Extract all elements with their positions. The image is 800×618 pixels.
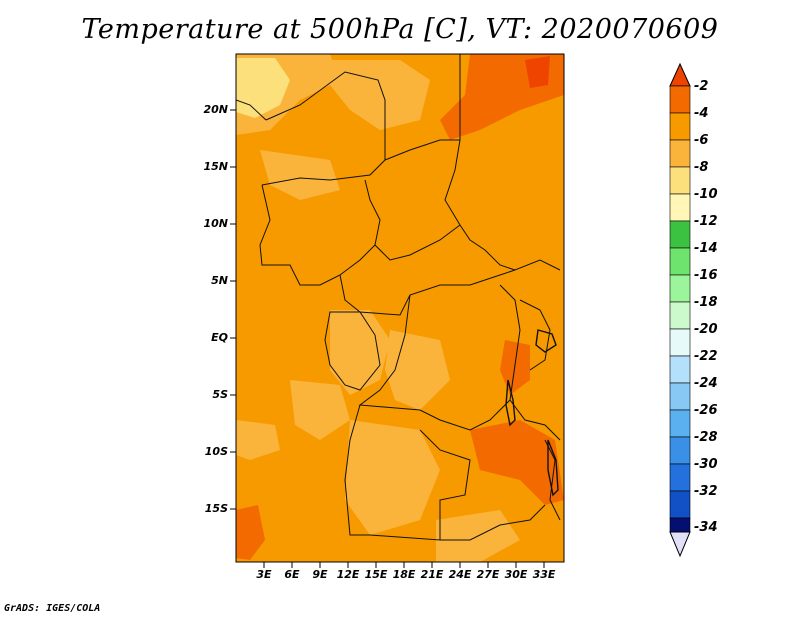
border-mali-niger — [261, 71, 386, 186]
colorbar-swatch — [669, 382, 691, 411]
border-uganda — [519, 299, 551, 371]
lat-label: 20N — [203, 103, 228, 116]
lake-tanganyika — [505, 379, 516, 427]
colorbar-swatch — [669, 166, 691, 195]
lat-label: 10N — [203, 217, 228, 230]
colorbar-label: -24 — [694, 376, 718, 391]
field-cool-ocean — [290, 380, 350, 440]
colorbar-label: -2 — [694, 79, 709, 94]
border-car-north — [374, 224, 461, 261]
border-zambia-south — [440, 504, 546, 541]
lon-label: 18E — [392, 568, 416, 581]
field-cool-gabon — [330, 310, 390, 395]
temperature-field — [236, 54, 564, 562]
axis-ticks — [230, 109, 545, 568]
colorbar-label: -6 — [694, 133, 709, 148]
colorbar-label: -16 — [694, 268, 718, 283]
lon-label: 33E — [532, 568, 556, 581]
colorbar-swatch — [669, 301, 691, 330]
grads-credit: GrADS: IGES/COLA — [4, 603, 101, 614]
colorbar-label: -20 — [694, 322, 718, 337]
colorbar-swatch — [669, 139, 691, 168]
border-drc — [358, 284, 521, 431]
chart-title: Temperature at 500hPa [C], VT: 202007060… — [81, 14, 719, 45]
colorbar-swatch — [669, 112, 691, 141]
colorbar-label: -18 — [694, 295, 718, 310]
colorbar-top-arrow — [669, 62, 691, 87]
border-gabon — [324, 311, 381, 391]
colorbar-label: -26 — [694, 403, 718, 418]
border-sudan — [444, 139, 561, 271]
colorbar-label: -10 — [694, 187, 718, 202]
map-frame — [235, 53, 565, 563]
lake-malawi — [547, 439, 559, 497]
field-cool-nigeria — [260, 150, 340, 200]
lon-label: 30E — [504, 568, 528, 581]
lakes — [505, 329, 559, 497]
colorbar-swatch — [669, 409, 691, 438]
field-cool-sw — [236, 420, 280, 460]
colorbar-swatch — [669, 328, 691, 357]
border-nigeria — [259, 179, 381, 286]
lat-label: 15S — [204, 502, 228, 515]
colorbar-label: -30 — [694, 457, 718, 472]
field-cool-congo — [385, 330, 450, 410]
lon-label: 3E — [256, 568, 272, 581]
colorbar-swatch — [669, 517, 691, 533]
lat-label: 10S — [204, 445, 228, 458]
country-borders — [236, 54, 561, 541]
border-tanzania — [509, 399, 561, 441]
field-cold-nw — [236, 58, 290, 118]
colorbar-label: -28 — [694, 430, 718, 445]
colorbar-label: -34 — [694, 520, 718, 535]
field-warm-sw — [236, 505, 265, 560]
lake-victoria — [535, 329, 557, 353]
field-warm-se — [470, 420, 564, 505]
lat-label: 5S — [212, 388, 228, 401]
lon-label: 12E — [336, 568, 360, 581]
lon-label: 9E — [312, 568, 328, 581]
colorbar-label: -8 — [694, 160, 709, 175]
colorbar-swatch — [669, 220, 691, 249]
colorbar-swatch — [669, 463, 691, 492]
lon-label: 27E — [476, 568, 500, 581]
border-west — [236, 99, 267, 121]
colorbar-swatch — [669, 193, 691, 222]
field-hot-ne — [525, 56, 550, 88]
lon-label: 15E — [364, 568, 388, 581]
colorbar-label: -22 — [694, 349, 718, 364]
lat-label: EQ — [211, 331, 228, 344]
lon-label: 6E — [284, 568, 300, 581]
colorbar-label: -14 — [694, 241, 718, 256]
colorbar-label: -12 — [694, 214, 718, 229]
colorbar-swatch — [669, 436, 691, 465]
lat-label: 5N — [211, 274, 228, 287]
colorbar — [669, 62, 691, 558]
border-chad-libya — [384, 54, 461, 161]
lat-label: 15N — [203, 160, 228, 173]
colorbar-swatch — [669, 274, 691, 303]
field-cool-n — [320, 60, 430, 130]
border-malawi — [544, 439, 561, 521]
field-cool-angola — [345, 420, 440, 535]
colorbar-swatch — [669, 490, 691, 519]
colorbar-label: -32 — [694, 484, 718, 499]
colorbar-label: -4 — [694, 106, 709, 121]
lon-label: 24E — [448, 568, 472, 581]
colorbar-swatch — [669, 247, 691, 276]
colorbar-bottom-arrow — [669, 531, 691, 558]
lon-label: 21E — [420, 568, 444, 581]
colorbar-swatch — [669, 85, 691, 114]
colorbar-swatch — [669, 355, 691, 384]
